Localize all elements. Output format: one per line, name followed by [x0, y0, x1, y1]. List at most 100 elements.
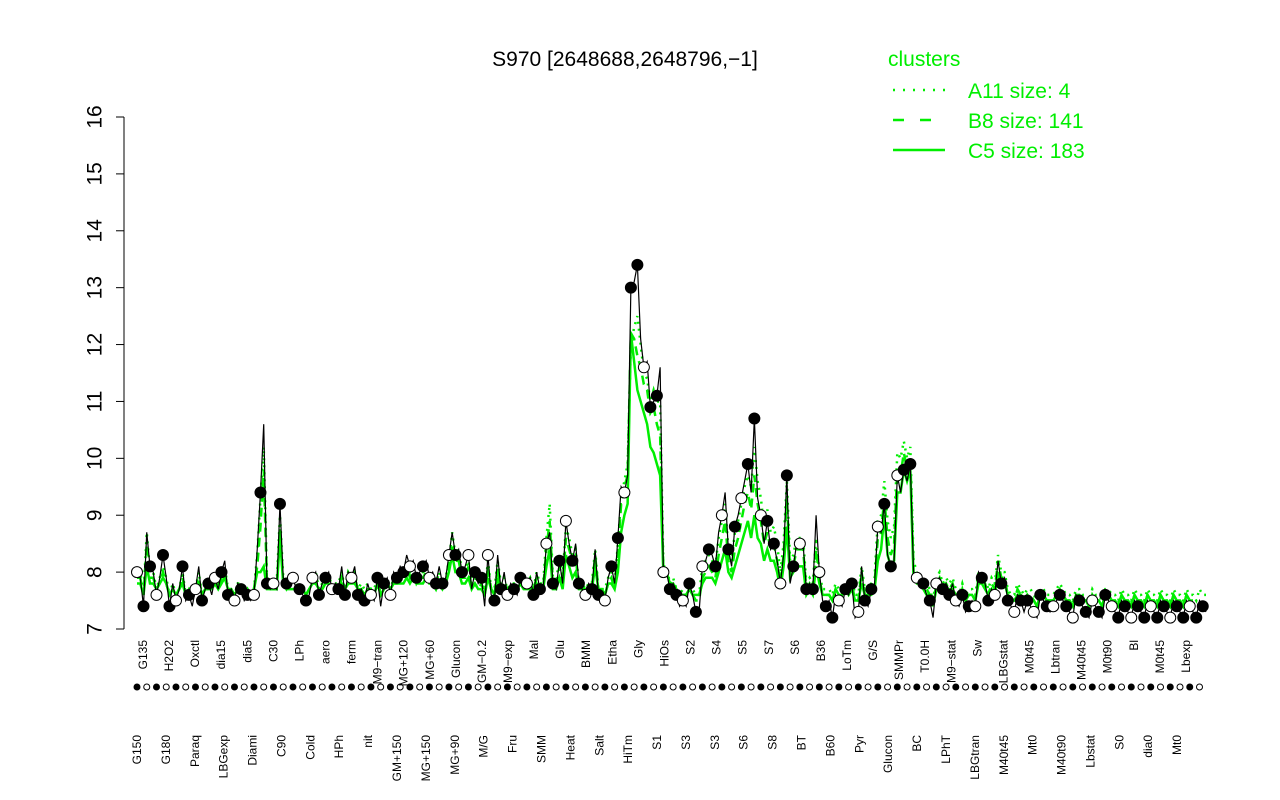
data-point	[1151, 611, 1164, 624]
x-tick-label: S0	[1112, 735, 1126, 750]
data-point	[696, 560, 709, 573]
data-point	[878, 497, 891, 510]
data-point	[650, 389, 663, 402]
x-marker	[942, 683, 950, 691]
data-point	[624, 281, 637, 294]
x-tick-label: M9−tran	[371, 640, 385, 684]
x-marker	[143, 683, 151, 691]
x-marker	[669, 683, 677, 691]
x-tick-label: S3	[679, 735, 693, 750]
data-point	[1196, 600, 1209, 613]
x-tick-label: HPh	[332, 735, 346, 758]
x-marker	[1127, 683, 1135, 691]
x-marker	[445, 683, 453, 691]
data-point	[637, 361, 650, 374]
y-tick-label: 9	[84, 509, 107, 521]
data-point	[611, 531, 624, 544]
x-tick-label: Oxctl	[188, 640, 202, 667]
x-axis: G135 H2O2 Oxctl dia15 dia5 C30 LPh aero ferm M9−t…	[130, 639, 1204, 782]
data-point	[741, 458, 754, 471]
x-tick-label: S8	[766, 735, 780, 750]
x-marker	[698, 683, 706, 691]
x-tick-label: Mt0	[1026, 735, 1040, 755]
legend-label: C5 size: 183	[968, 140, 1085, 163]
data-point	[559, 514, 572, 527]
data-point	[975, 571, 988, 584]
x-tick-label: G180	[159, 735, 173, 765]
x-tick-label: S5	[736, 640, 750, 655]
x-tick-label: Diami	[246, 735, 260, 766]
x-marker	[611, 683, 619, 691]
data-point	[923, 594, 936, 607]
x-marker	[396, 683, 404, 691]
data-point	[865, 583, 878, 596]
x-marker	[728, 683, 736, 691]
data-point	[1073, 594, 1086, 607]
data-point	[156, 549, 169, 562]
x-marker	[1088, 683, 1096, 691]
y-axis: 7 8 9 10 11 12 13 14 15 16	[84, 105, 125, 635]
chart-title: S970 [2648688,2648796,−1]	[492, 48, 758, 71]
x-tick-label: LPh	[292, 640, 306, 661]
legend-label: A11 size: 4	[968, 80, 1071, 103]
data-point	[618, 486, 631, 499]
x-tick-label: G150	[130, 735, 144, 765]
data-point	[722, 543, 735, 556]
x-marker	[581, 683, 589, 691]
x-tick-label: BC	[910, 735, 924, 752]
x-marker	[747, 683, 755, 691]
data-point	[416, 560, 429, 573]
x-tick-label: S6	[737, 735, 751, 750]
x-marker	[923, 683, 931, 691]
x-marker	[757, 683, 765, 691]
data-point	[1079, 605, 1092, 618]
x-tick-label: Glucon	[449, 640, 463, 678]
data-point	[631, 258, 644, 271]
x-tick-label: MG+150	[419, 735, 433, 782]
data-point	[299, 594, 312, 607]
data-point	[572, 577, 585, 590]
x-marker	[377, 683, 385, 691]
data-point	[845, 577, 858, 590]
x-tick-label: S7	[762, 640, 776, 655]
data-point	[364, 588, 377, 601]
data-point	[384, 588, 397, 601]
data-point	[1053, 588, 1066, 601]
y-tick-label: 11	[84, 391, 107, 413]
data-point	[1001, 594, 1014, 607]
x-marker	[679, 683, 687, 691]
x-marker	[640, 683, 648, 691]
data-point	[533, 583, 546, 596]
x-tick-label: S3	[708, 735, 722, 750]
x-marker	[201, 683, 209, 691]
x-marker	[289, 683, 297, 691]
data-point	[793, 537, 806, 550]
data-point	[995, 577, 1008, 590]
x-marker	[416, 683, 424, 691]
data-point	[1144, 600, 1157, 613]
data-point	[462, 549, 475, 562]
x-marker	[874, 683, 882, 691]
x-marker	[718, 683, 726, 691]
data-point	[1021, 594, 1034, 607]
data-point	[566, 554, 579, 567]
x-tick-label: S6	[788, 640, 802, 655]
data-point	[1170, 600, 1183, 613]
x-tick-label: BMM	[579, 640, 593, 668]
x-tick-label: Paraq	[188, 735, 202, 767]
x-tick-label: M40t45	[1075, 640, 1089, 680]
y-tick-label: 7	[84, 623, 107, 635]
data-point	[1060, 600, 1073, 613]
x-marker	[659, 683, 667, 691]
x-marker	[533, 683, 541, 691]
x-marker	[542, 683, 550, 691]
data-point	[176, 560, 189, 573]
data-point	[715, 509, 728, 522]
x-tick-label: dia0	[1141, 735, 1155, 758]
legend: clusters A11 size: 4 B8 size: 141 C5 size:…	[888, 48, 1085, 163]
data-point	[507, 583, 520, 596]
data-point	[1034, 588, 1047, 601]
data-point	[293, 583, 306, 596]
data-point	[1157, 600, 1170, 613]
data-point	[1086, 594, 1099, 607]
